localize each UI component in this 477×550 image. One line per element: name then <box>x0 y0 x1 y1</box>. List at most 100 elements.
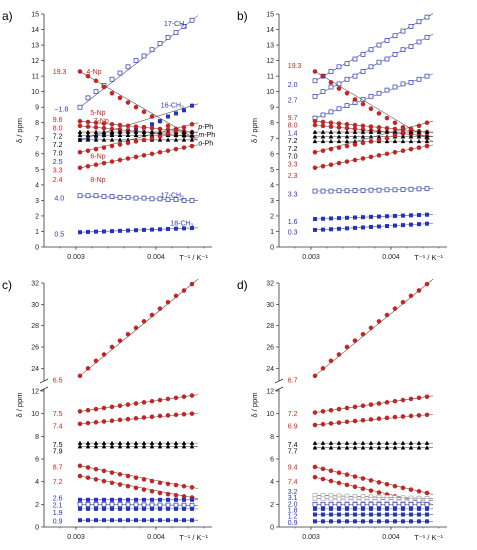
data-point <box>101 405 107 411</box>
data-point <box>360 417 366 423</box>
data-point <box>424 186 430 191</box>
y-tick-label: 30 <box>31 302 39 309</box>
data-point <box>126 497 130 502</box>
data-point <box>320 89 326 95</box>
data-point <box>376 187 382 193</box>
data-point <box>134 228 138 233</box>
series-13 <box>312 212 434 222</box>
data-point <box>424 120 430 125</box>
annotation-rest: -Ph <box>204 132 215 139</box>
y-tick-label: 4 <box>270 479 274 486</box>
data-point <box>142 506 146 511</box>
data-point <box>408 186 414 192</box>
y-tick-label: 10 <box>266 89 274 96</box>
annotation-text: 7.2 <box>53 133 63 140</box>
data-point <box>101 129 107 134</box>
series-3 <box>312 412 434 428</box>
data-point <box>133 104 139 110</box>
data-point <box>329 512 333 517</box>
data-point <box>181 444 187 449</box>
series-5 <box>312 445 433 450</box>
data-point <box>409 222 413 227</box>
annotation-text: 1.8 <box>288 508 298 515</box>
data-point <box>189 129 195 134</box>
data-point <box>93 120 99 125</box>
annotation-text: 7.5 <box>53 411 63 418</box>
annotation-text: 7.4 <box>288 479 298 486</box>
data-point <box>133 440 139 445</box>
axis-break-mark <box>39 378 49 384</box>
data-point <box>149 478 155 484</box>
data-point <box>166 506 170 511</box>
data-point <box>416 19 422 25</box>
data-point <box>392 398 398 404</box>
data-point <box>118 506 122 511</box>
data-point <box>173 128 179 133</box>
data-point <box>368 129 374 134</box>
data-point <box>424 394 430 399</box>
annotation-text: 8.0 <box>288 123 298 130</box>
data-point <box>134 506 138 511</box>
y-tick-label: 30 <box>266 302 274 309</box>
annotation-label: 17-CH2 <box>161 192 184 201</box>
annotation-label: 4-Np <box>86 69 101 76</box>
data-point <box>416 497 422 503</box>
annotation-label: 9.4 <box>288 464 298 471</box>
data-point <box>93 129 99 134</box>
annotation-label: 18-CH3 <box>170 220 193 229</box>
data-point <box>190 103 194 108</box>
data-point <box>360 496 366 502</box>
data-point <box>337 512 341 517</box>
data-point <box>376 137 382 143</box>
data-point <box>190 506 194 511</box>
y-tick-label: 28 <box>31 323 39 330</box>
series-10 <box>77 143 199 171</box>
data-point <box>182 108 186 113</box>
data-point <box>93 193 99 199</box>
y-axis-label: δ / ppm <box>250 118 259 143</box>
data-point <box>85 119 91 125</box>
data-point <box>125 440 131 445</box>
data-point <box>117 132 123 137</box>
x-axis-label: T⁻¹ / K⁻¹ <box>414 253 443 262</box>
data-point <box>133 502 139 508</box>
data-point <box>320 366 326 371</box>
data-point <box>93 78 99 84</box>
data-point <box>158 119 162 124</box>
data-point <box>125 100 131 105</box>
data-point <box>149 136 155 141</box>
data-point <box>109 404 115 410</box>
series-1 <box>312 13 434 84</box>
data-point <box>189 122 195 127</box>
data-point <box>376 445 382 450</box>
y-tick-label: 4 <box>35 479 39 486</box>
data-point <box>376 125 382 130</box>
data-point <box>376 490 382 495</box>
data-point <box>344 405 350 411</box>
data-point <box>416 186 422 192</box>
data-point <box>408 497 414 503</box>
data-point <box>369 224 373 229</box>
data-point <box>369 519 373 524</box>
data-point <box>117 444 123 449</box>
data-point <box>408 24 414 29</box>
x-tick-label: 0.004 <box>147 254 165 261</box>
data-point <box>344 445 350 450</box>
annotation-text: 4-Np <box>86 69 101 76</box>
data-point <box>393 223 397 228</box>
data-point <box>313 217 317 222</box>
data-point <box>384 136 390 141</box>
data-point <box>166 226 170 231</box>
data-point <box>181 132 187 137</box>
data-point <box>78 497 82 502</box>
data-point <box>150 518 154 523</box>
data-point <box>312 422 318 428</box>
data-point <box>384 87 390 93</box>
data-point <box>376 42 382 48</box>
data-point <box>117 502 123 507</box>
data-point <box>85 148 91 153</box>
data-point <box>368 417 374 422</box>
data-point <box>400 148 406 153</box>
data-point <box>344 134 350 139</box>
